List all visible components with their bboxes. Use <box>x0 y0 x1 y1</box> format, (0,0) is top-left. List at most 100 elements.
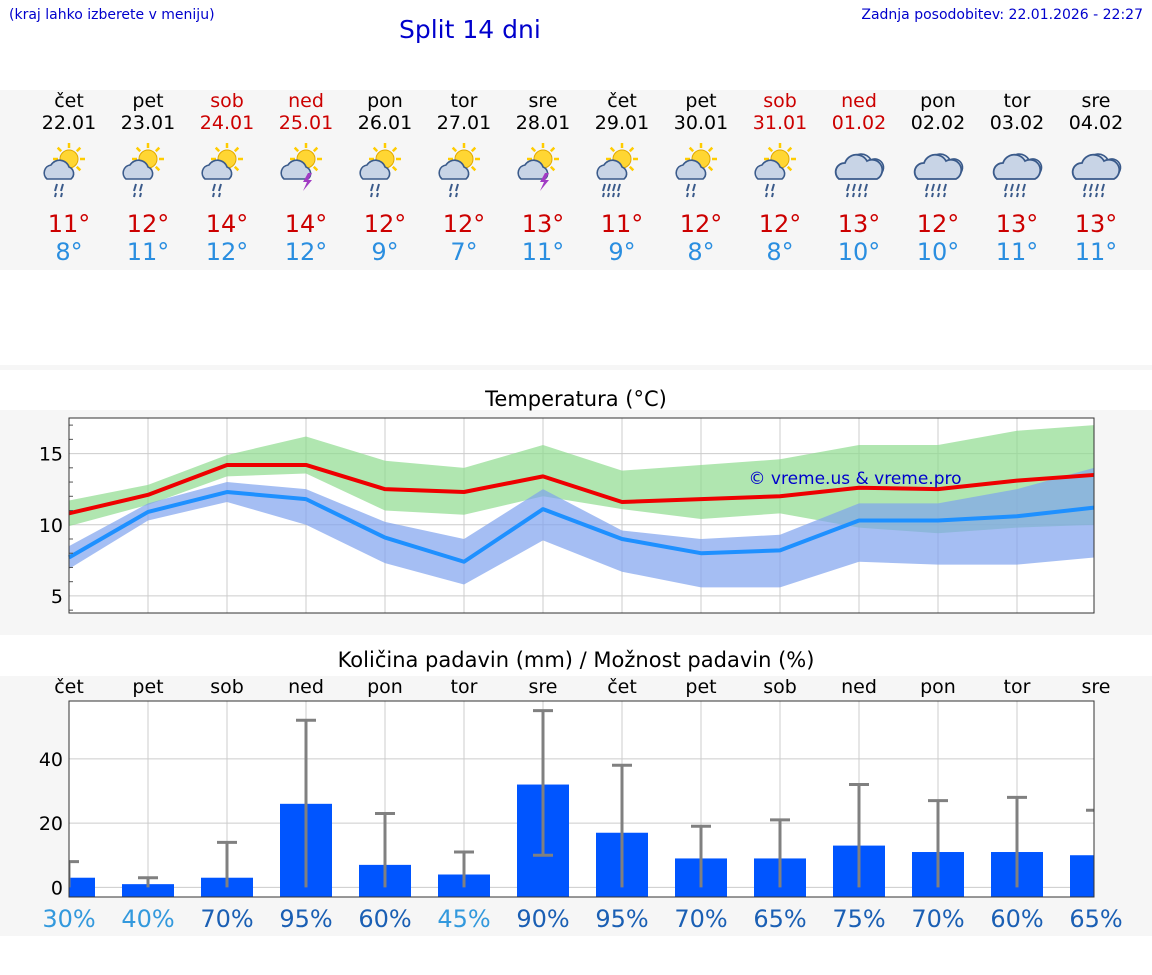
day-date: 03.02 <box>989 112 1045 134</box>
forecast-day: pon 02.02 12° 10° <box>898 90 978 266</box>
temp-max: 12° <box>126 210 170 238</box>
sun-cloud-thunder-icon <box>503 134 583 210</box>
precipitation-probability: 95% <box>595 905 648 933</box>
temp-min: 9° <box>371 238 399 266</box>
precipitation-probability: 40% <box>121 905 174 933</box>
day-name: ned <box>288 90 324 112</box>
day-date: 26.01 <box>357 112 413 134</box>
day-date: 04.02 <box>1068 112 1124 134</box>
x-category-label: pet <box>685 676 716 698</box>
cloud-heavy-rain-icon <box>977 134 1057 210</box>
precipitation-probability: 75% <box>832 905 885 933</box>
x-category-label: sre <box>1082 676 1111 698</box>
temp-min: 7° <box>450 238 478 266</box>
sun-cloud-thunder-icon <box>266 134 346 210</box>
page-title: Split 14 dni <box>399 15 541 44</box>
sun-cloud-rain-icon <box>345 134 425 210</box>
temp-min: 10° <box>837 238 881 266</box>
cloud-heavy-rain-icon <box>1056 134 1136 210</box>
temp-max: 13° <box>995 210 1039 238</box>
temp-min: 9° <box>608 238 636 266</box>
x-category-label: sob <box>763 676 797 698</box>
x-category-label: pet <box>132 676 163 698</box>
day-date: 22.01 <box>41 112 97 134</box>
forecast-day: čet 22.01 11° 8° <box>29 90 109 266</box>
day-name: tor <box>1003 90 1031 112</box>
day-date: 30.01 <box>673 112 729 134</box>
cloud-heavy-rain-icon <box>819 134 899 210</box>
temp-max: 11° <box>600 210 644 238</box>
x-category-label: čet <box>54 676 84 698</box>
y-tick-label: 40 <box>39 749 63 771</box>
day-name: pon <box>920 90 956 112</box>
day-name: sob <box>763 90 797 112</box>
location-hint: (kraj lahko izberete v meniju) <box>9 7 215 23</box>
precipitation-probability: 70% <box>911 905 964 933</box>
forecast-day: čet 29.01 11° 9° <box>582 90 662 266</box>
temperature-chart-title: Temperatura (°C) <box>485 387 667 411</box>
x-category-label: ned <box>841 676 877 698</box>
precipitation-probability: 65% <box>1069 905 1122 933</box>
temp-max: 12° <box>679 210 723 238</box>
precipitation-chart-title: Količina padavin (mm) / Možnost padavin … <box>337 648 815 672</box>
day-date: 24.01 <box>199 112 255 134</box>
min-temperature-line <box>68 490 1095 564</box>
forecast-day: pet 30.01 12° 8° <box>661 90 741 266</box>
temp-max: 13° <box>521 210 565 238</box>
forecast-day: sob 31.01 12° 8° <box>740 90 820 266</box>
day-name: sob <box>210 90 244 112</box>
divider <box>0 365 1152 370</box>
forecast-day: sre 28.01 13° 11° <box>503 90 583 266</box>
sun-cloud-heavy-rain-icon <box>582 134 662 210</box>
temp-max: 11° <box>47 210 91 238</box>
temp-min: 11° <box>126 238 170 266</box>
day-name: čet <box>54 90 84 112</box>
x-category-label: čet <box>607 676 637 698</box>
precipitation-probability: 45% <box>437 905 490 933</box>
precipitation-plot-frame <box>68 700 1095 898</box>
temp-min: 10° <box>916 238 960 266</box>
sun <box>606 143 638 175</box>
x-category-label: ned <box>288 676 324 698</box>
day-date: 23.01 <box>120 112 176 134</box>
temp-max: 14° <box>284 210 328 238</box>
precipitation-bar <box>122 884 174 897</box>
day-date: 02.02 <box>910 112 966 134</box>
forecast-day: ned 01.02 13° 10° <box>819 90 899 266</box>
y-tick-label: 10 <box>39 515 63 537</box>
day-name: ned <box>841 90 877 112</box>
temp-min: 8° <box>55 238 83 266</box>
day-name: sre <box>1081 90 1111 112</box>
temp-min: 8° <box>687 238 715 266</box>
forecast-day: tor 27.01 12° 7° <box>424 90 504 266</box>
min-range-band <box>69 467 1094 588</box>
temp-min: 8° <box>766 238 794 266</box>
day-name: pet <box>685 90 717 112</box>
precipitation-bar <box>1070 855 1094 897</box>
max-range-band <box>69 425 1094 534</box>
temp-min: 11° <box>1074 238 1118 266</box>
temperature-plot-frame <box>68 417 1095 614</box>
watermark: © vreme.us & vreme.pro <box>748 469 961 489</box>
day-date: 27.01 <box>436 112 492 134</box>
temp-min: 12° <box>284 238 328 266</box>
cloud-heavy-rain-icon <box>898 134 978 210</box>
y-tick-label: 15 <box>39 444 63 466</box>
temp-min: 12° <box>205 238 249 266</box>
forecast-day: pet 23.01 12° 11° <box>108 90 188 266</box>
day-date: 31.01 <box>752 112 808 134</box>
temp-min: 11° <box>521 238 565 266</box>
precipitation-probability: 95% <box>279 905 332 933</box>
y-tick-label: 0 <box>51 877 63 899</box>
sun-cloud-rain-icon <box>740 134 820 210</box>
x-category-label: pon <box>920 676 956 698</box>
y-tick-label: 5 <box>51 586 63 608</box>
forecast-day: ned 25.01 14° 12° <box>266 90 346 266</box>
day-date: 29.01 <box>594 112 650 134</box>
x-category-label: sre <box>529 676 558 698</box>
precipitation-probability: 90% <box>516 905 569 933</box>
forecast-day: pon 26.01 12° 9° <box>345 90 425 266</box>
sun-cloud-rain-icon <box>661 134 741 210</box>
precipitation-probability: 30% <box>42 905 95 933</box>
sun-cloud-rain-icon <box>187 134 267 210</box>
